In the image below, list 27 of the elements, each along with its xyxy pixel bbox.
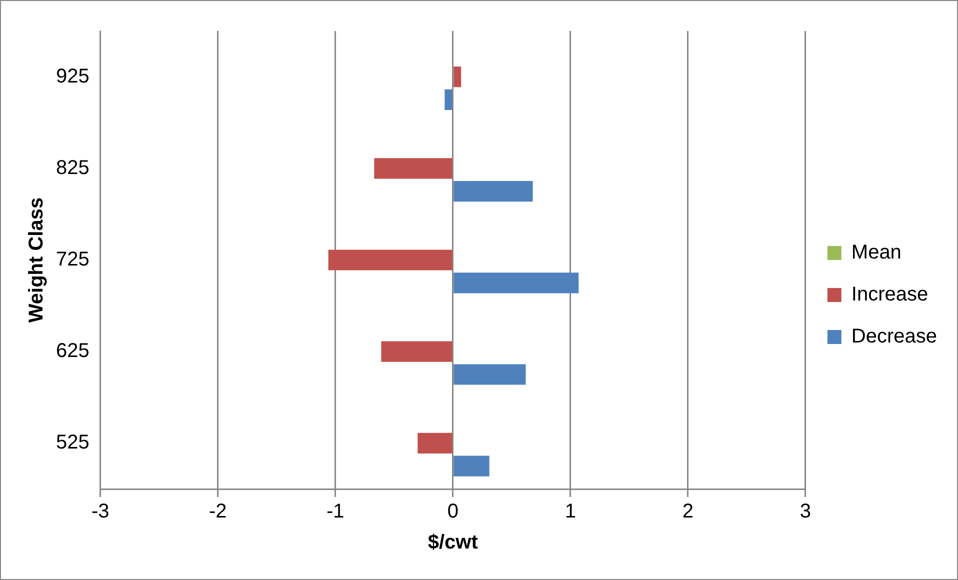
- bar: [328, 250, 452, 270]
- bar: [454, 364, 526, 385]
- x-tick-label: 3: [800, 500, 811, 523]
- y-tick-label: 525: [56, 432, 90, 454]
- legend-label: Increase: [851, 284, 928, 306]
- x-axis-title: $/cwt: [428, 532, 478, 554]
- x-tick-label: -2: [208, 500, 227, 523]
- bar: [454, 456, 490, 476]
- y-tick-label: 725: [56, 248, 90, 271]
- bar: [418, 432, 452, 454]
- bar: [381, 341, 452, 362]
- legend-label: Mean: [851, 242, 902, 264]
- legend-label: Decrease: [851, 326, 938, 348]
- x-tick-label: 2: [682, 500, 694, 523]
- y-axis-title: Weight Class: [26, 197, 48, 323]
- x-tick-label: 0: [447, 500, 458, 523]
- bar: [454, 180, 533, 202]
- x-tick-label: -1: [326, 500, 344, 523]
- bar: [444, 89, 452, 110]
- y-tick-label: 825: [56, 156, 90, 179]
- x-tick-label: -3: [91, 500, 110, 523]
- x-tick-label: 1: [564, 500, 576, 523]
- y-tick-label: 625: [56, 340, 90, 362]
- bar: [454, 272, 579, 294]
- bar: [374, 158, 452, 179]
- y-tick-label: 925: [56, 65, 90, 88]
- bar: [454, 66, 462, 88]
